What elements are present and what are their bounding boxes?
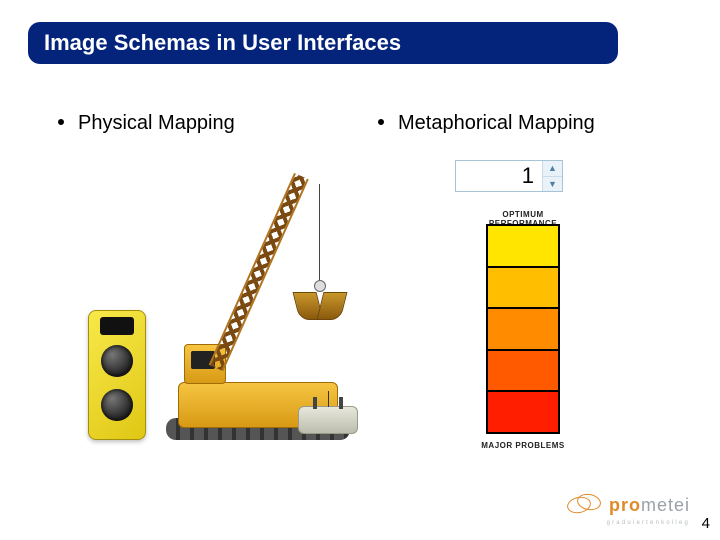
numeric-spinner[interactable]: 1 ▲ ▼ (455, 160, 563, 192)
crane-boom (209, 173, 309, 371)
pendant-down-button (101, 389, 133, 421)
spinner-arrows[interactable]: ▲ ▼ (542, 161, 562, 191)
spinner-up-icon[interactable]: ▲ (543, 161, 562, 177)
title-bar: Image Schemas in User Interfaces (28, 22, 618, 64)
logo-subline: graduiertenkolleg (607, 520, 690, 526)
footer-logo: prometei graduiertenkolleg (567, 494, 690, 516)
bullet-left-text: Physical Mapping (78, 112, 235, 134)
bullet-dot-icon (378, 119, 384, 125)
bullet-right-text: Metaphorical Mapping (398, 112, 595, 134)
spinner-down-icon[interactable]: ▼ (543, 177, 562, 192)
crane-cable (319, 184, 320, 288)
gauge-cell (488, 307, 558, 349)
pendant-up-button (101, 345, 133, 377)
crane-bucket (296, 286, 344, 320)
bullet-metaphorical-mapping: Metaphorical Mapping (378, 112, 595, 135)
pendant-control-icon (88, 310, 146, 440)
logo-wordmark: prometei graduiertenkolleg (609, 495, 690, 516)
gauge-cell (488, 390, 558, 432)
crane-illustration (88, 150, 368, 440)
gauge-cell (488, 226, 558, 266)
bullet-physical-mapping: Physical Mapping (58, 112, 235, 135)
gauge-cell (488, 349, 558, 391)
remote-control-icon (298, 406, 358, 434)
page-number: 4 (702, 515, 710, 532)
performance-gauge: OPTIMUM PERFORMANCE MAJOR PROBLEMS (468, 210, 578, 450)
gauge-bottom-label: MAJOR PROBLEMS (468, 441, 578, 450)
gauge-cells (486, 224, 560, 434)
logo-mark-icon (567, 494, 601, 516)
spinner-value[interactable]: 1 (456, 161, 542, 191)
gauge-cell (488, 266, 558, 308)
bullet-dot-icon (58, 119, 64, 125)
slide-title: Image Schemas in User Interfaces (44, 30, 401, 56)
